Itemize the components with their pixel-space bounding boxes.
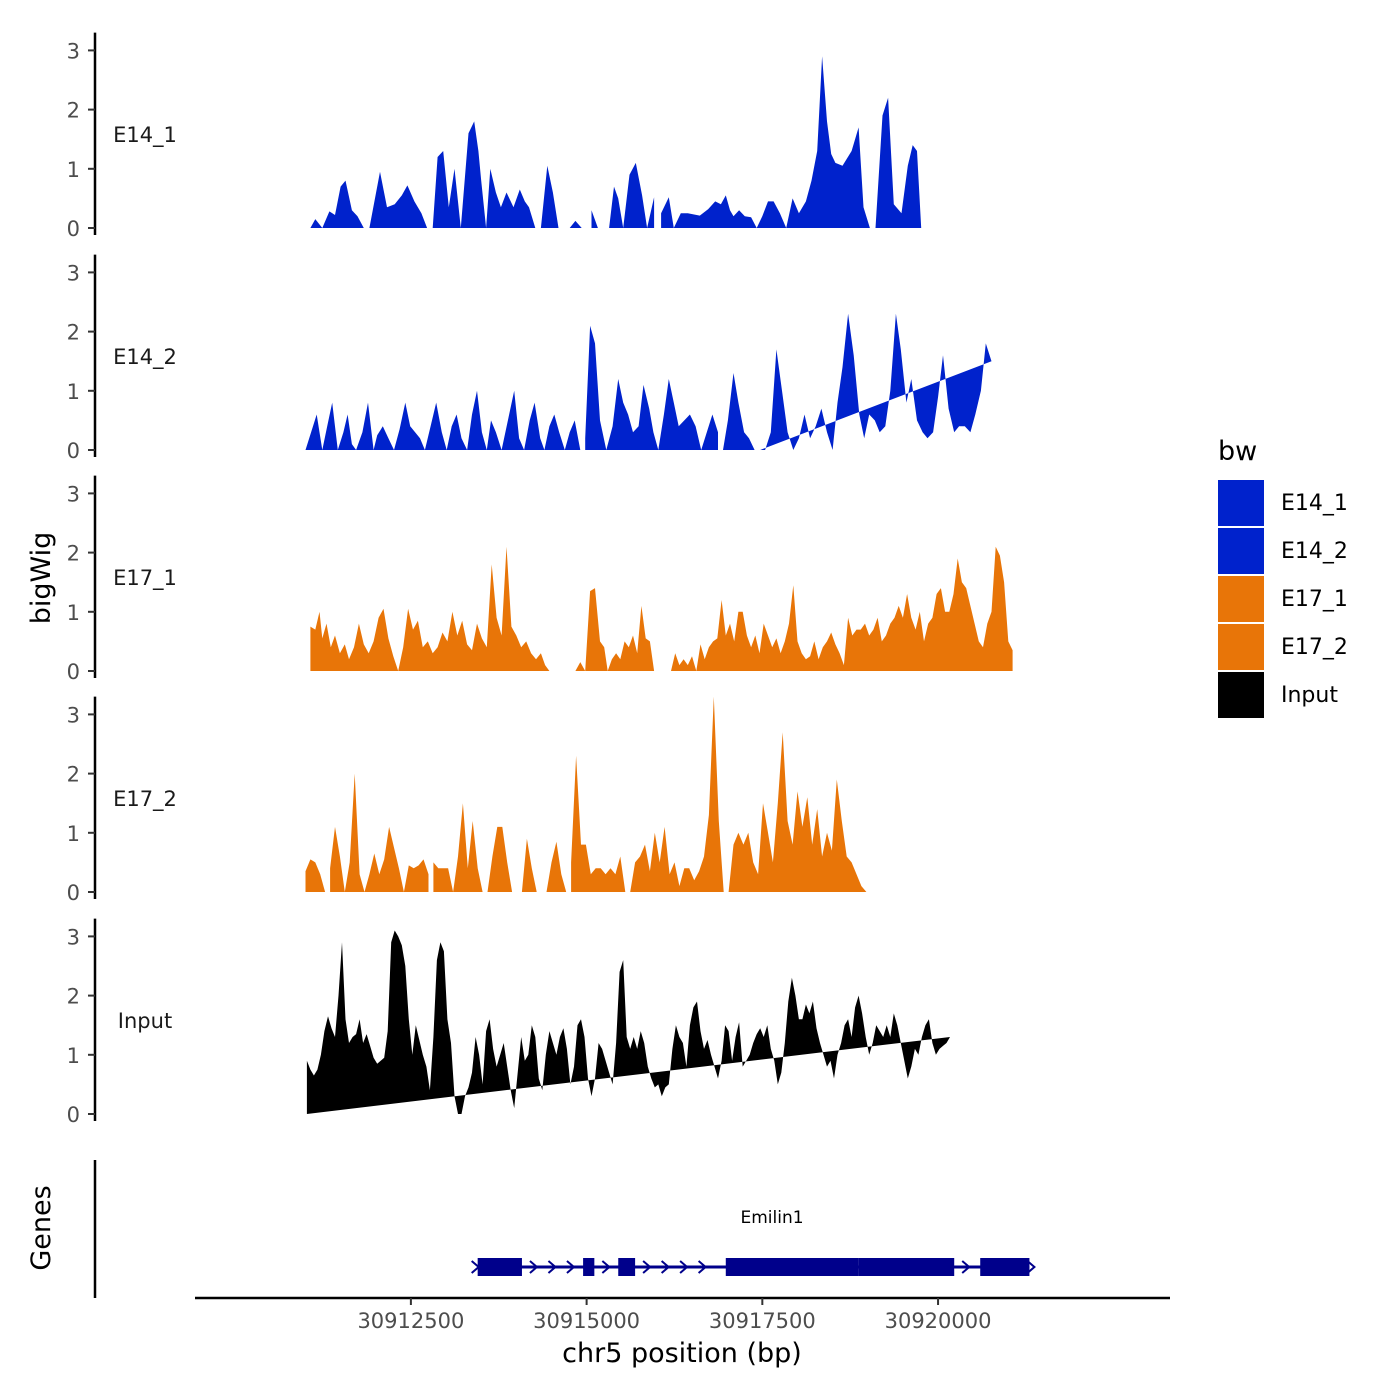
y-tick-label: 0 (67, 217, 80, 241)
legend-swatch-e14-1 (1218, 480, 1264, 526)
exon (858, 1258, 955, 1276)
y-tick-label: 2 (67, 985, 80, 1009)
exon (477, 1258, 522, 1276)
y-tick-label: 2 (67, 763, 80, 787)
coverage-area-3 (433, 803, 567, 892)
legend-title: bw (1218, 436, 1257, 467)
track-label: E14_2 (113, 345, 177, 370)
y-tick-label: 3 (67, 39, 80, 63)
coverage-area-1 (310, 121, 536, 228)
gene-track-title: Genes (26, 1185, 57, 1270)
gene-name-label: Emilin1 (740, 1208, 803, 1228)
x-tick-label: 30920000 (885, 1309, 992, 1333)
strand-arrow (697, 1260, 708, 1274)
gene-track: Emilin1 (93, 1160, 1036, 1298)
y-tick-label: 1 (67, 380, 80, 404)
coverage-area-1 (305, 859, 326, 892)
legend-swatch-e17-1 (1218, 576, 1264, 622)
y-tick-label: 2 (67, 99, 80, 123)
coverage-area-1 (310, 546, 550, 671)
track-label: E17_2 (113, 787, 177, 812)
x-axis-title: chr5 position (bp) (562, 1338, 802, 1369)
exon (980, 1258, 1030, 1276)
legend-label: E17_2 (1281, 635, 1348, 660)
y-tick-label: 0 (67, 660, 80, 684)
coverage-area-2 (330, 773, 429, 892)
y-tick-label: 0 (67, 439, 80, 463)
y-tick-label: 0 (67, 1103, 80, 1127)
strand-arrow (471, 1260, 481, 1274)
legend-label: Input (1281, 683, 1338, 708)
exon (725, 1258, 859, 1276)
coverage-area-1 (305, 390, 581, 450)
y-tick-label: 3 (67, 703, 80, 727)
track-label: E17_1 (113, 566, 177, 591)
y-tick-label: 1 (67, 822, 80, 846)
y-tick-label: 3 (67, 261, 80, 285)
track-label: E14_1 (113, 123, 177, 148)
strand-arrow (529, 1260, 539, 1274)
y-tick-label: 3 (67, 925, 80, 949)
legend: bw E14_1 E14_2 E17_1 E17_2 Input (1218, 436, 1348, 718)
strand-arrow (1026, 1260, 1036, 1274)
coverage-area-3 (591, 162, 655, 228)
track-e17-1: 0 1 2 3 E17_1 (67, 475, 1013, 684)
coverage-area-3 (570, 588, 659, 671)
strand-arrow (961, 1260, 971, 1274)
legend-label: E17_1 (1281, 587, 1348, 612)
y-tick-label: 0 (67, 881, 80, 905)
strand-arrow (601, 1260, 611, 1274)
legend-swatch-e17-2 (1218, 624, 1264, 670)
y-tick-label: 1 (67, 601, 80, 625)
x-axis: 30912500 30915000 30917500 30920000 (195, 1296, 1170, 1333)
legend-label: E14_2 (1281, 539, 1348, 564)
track-e14-1: 0 1 2 3 E14_1 (67, 32, 922, 241)
strand-arrow (566, 1260, 576, 1274)
y-tick-label: 2 (67, 542, 80, 566)
x-tick-label: 30917500 (709, 1309, 816, 1333)
x-tick-label: 30915000 (533, 1309, 640, 1333)
y-tick-label: 2 (67, 321, 80, 345)
legend-swatch-input (1218, 672, 1264, 718)
strand-arrow (642, 1260, 652, 1274)
coverage-tracks: 0 1 2 3 E14_1 0 1 2 3 E14_2 0 1 2 3 E17_1 0 1 2 3 E17_2 0 1 2 3… (67, 32, 1013, 1127)
y-tick-label: 1 (67, 1044, 80, 1068)
legend-swatch-e14-2 (1218, 528, 1264, 574)
coverage-area-4 (661, 56, 922, 228)
coverage-area-2 (540, 165, 588, 228)
y-tick-label: 3 (67, 482, 80, 506)
gene-emilin1: Emilin1 (471, 1208, 1036, 1276)
coverage-area-2 (585, 325, 718, 450)
track-label: Input (118, 1009, 172, 1033)
y-axis-title: bigWig (26, 532, 57, 625)
track-input: 0 1 2 3 Input (67, 918, 950, 1127)
track-e14-2: 0 1 2 3 E14_2 (67, 254, 992, 463)
exon (583, 1258, 595, 1276)
track-e17-2: 0 1 2 3 E17_2 (67, 696, 901, 905)
strand-arrow (679, 1260, 689, 1274)
coverage-area-4 (760, 313, 992, 450)
coverage-area-4 (662, 546, 1013, 671)
strand-arrow (660, 1260, 671, 1274)
coverage-area-4 (571, 696, 901, 892)
legend-label: E14_1 (1281, 491, 1348, 516)
coverage-area-3 (723, 373, 755, 450)
coverage-area-1 (306, 930, 950, 1114)
y-tick-label: 1 (67, 158, 80, 182)
x-tick-label: 30912500 (357, 1309, 464, 1333)
strand-arrow (547, 1260, 557, 1274)
exon (618, 1258, 636, 1276)
